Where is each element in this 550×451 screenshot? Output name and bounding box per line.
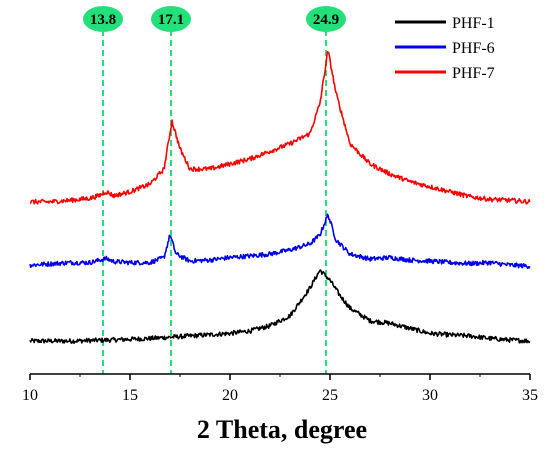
x-tick-label-35: 35: [522, 387, 538, 404]
series-line-phf-1: [29, 269, 531, 344]
annotation-badge-13.8: [83, 6, 123, 32]
series-layer: [29, 50, 531, 344]
annotation-badge-17.1: [151, 6, 191, 32]
x-axis-title: 2 Theta, degree: [197, 415, 367, 444]
series-line-phf-6: [29, 213, 531, 269]
x-tick-label-20: 20: [222, 387, 238, 404]
annotation-label-24.9: 24.9: [313, 12, 339, 28]
legend-label-phf-6: PHF-6: [452, 40, 495, 57]
annotation-layer: 13.8 17.1 24.9: [83, 6, 346, 374]
x-tick-label-15: 15: [122, 387, 138, 404]
x-tick-label-25: 25: [322, 387, 338, 404]
series-line-phf-7: [29, 50, 531, 205]
legend-label-phf-7: PHF-7: [452, 65, 495, 82]
annotation-label-17.1: 17.1: [158, 12, 184, 28]
annotation-badge-24.9: [306, 6, 346, 32]
annotation-label-13.8: 13.8: [90, 12, 116, 28]
x-axis: 10 15 20 25 30 35: [22, 373, 538, 404]
x-tick-label-10: 10: [22, 387, 38, 404]
legend: PHF-1 PHF-6 PHF-7: [395, 15, 495, 82]
x-tick-label-30: 30: [422, 387, 438, 404]
legend-label-phf-1: PHF-1: [452, 15, 495, 32]
